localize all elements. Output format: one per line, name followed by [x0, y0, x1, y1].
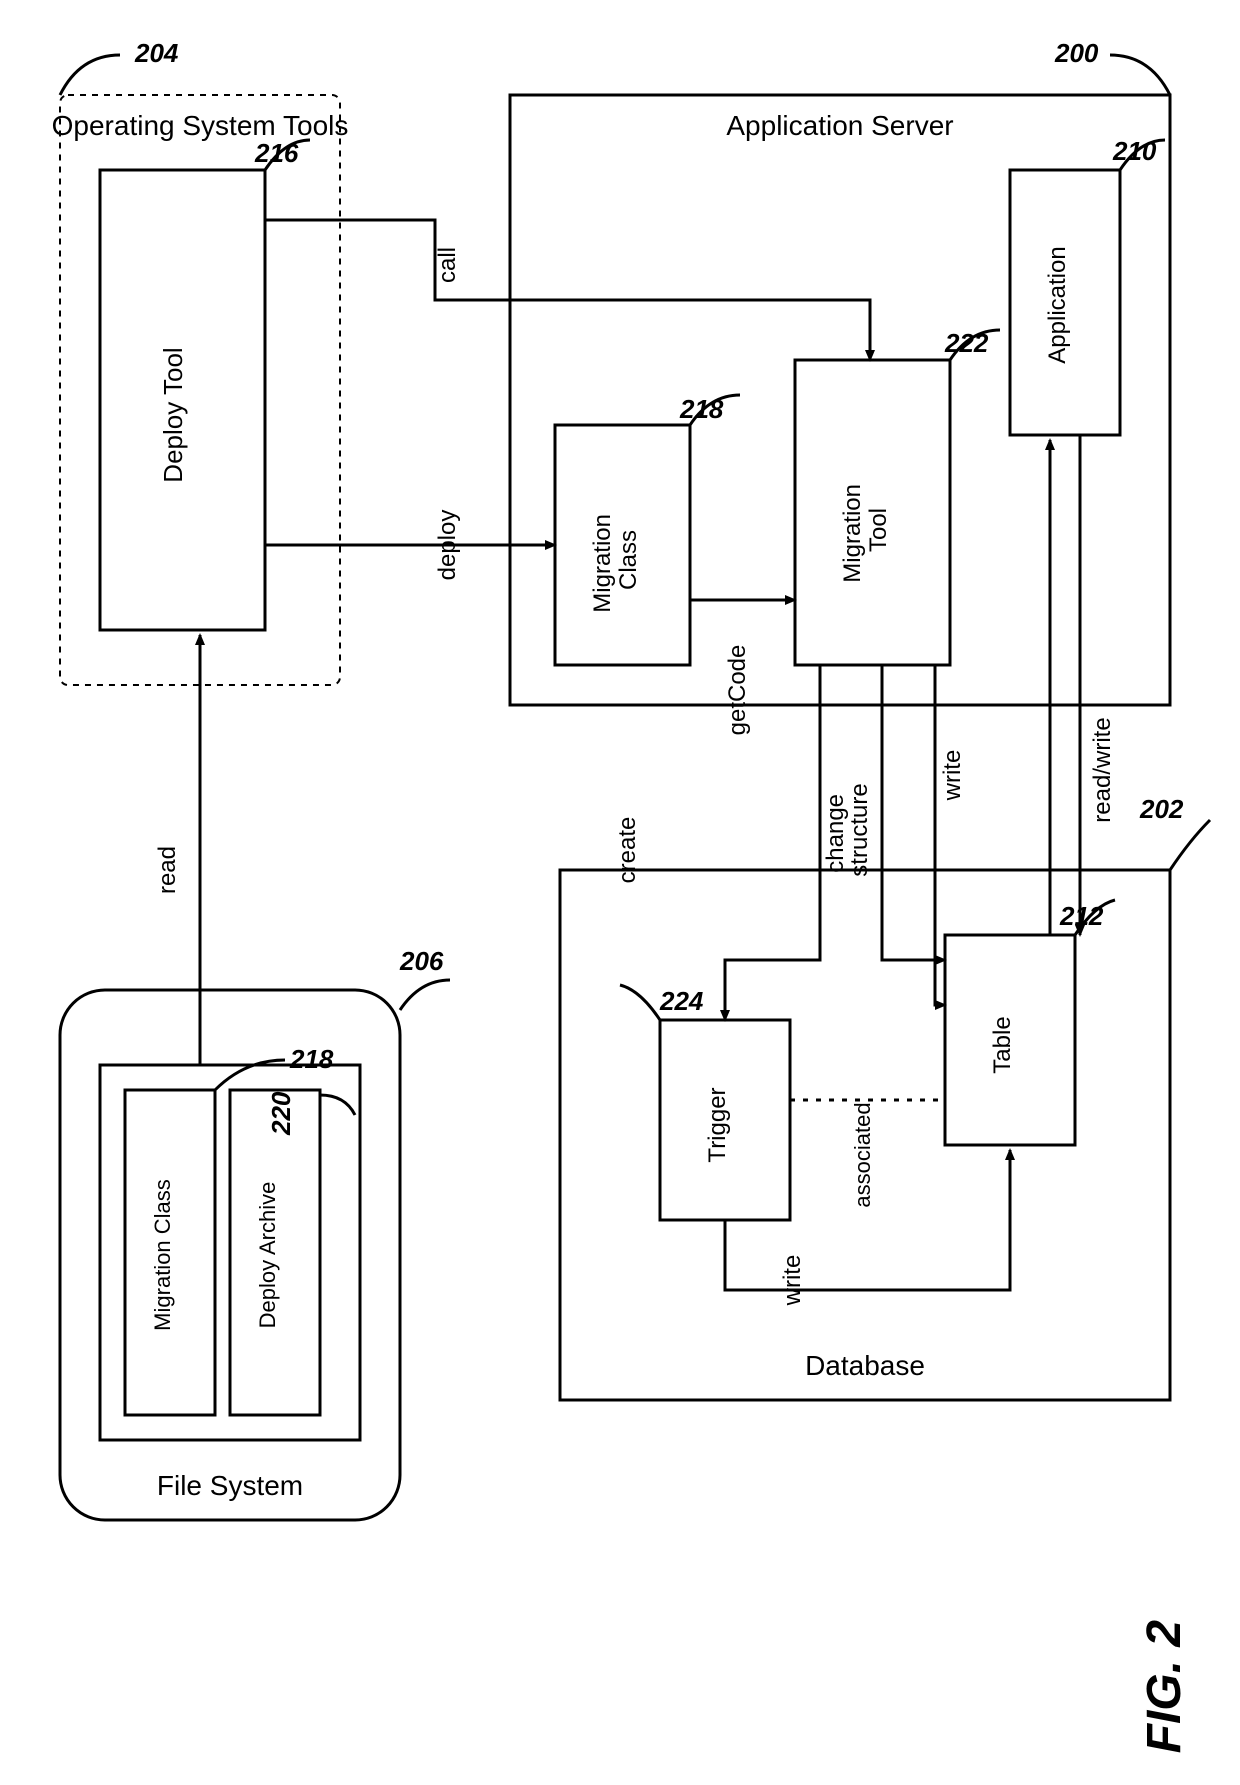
ref-200: 200 [1054, 38, 1099, 68]
ref-202: 202 [1139, 794, 1184, 824]
ref-218a: 218 [679, 394, 724, 424]
ref-216: 216 [254, 138, 299, 168]
trigger-label: Trigger [704, 1087, 731, 1162]
box-deploy-tool: Deploy Tool 216 [100, 138, 310, 630]
edge-associated-label: associated [850, 1102, 875, 1207]
ref-222: 222 [944, 328, 989, 358]
ref-218b: 218 [289, 1044, 334, 1074]
ref-220: 220 [266, 1091, 296, 1136]
file-system-label: File System [157, 1470, 303, 1501]
edge-write2-label: write [779, 1255, 806, 1307]
figure-label: FIG. 2 [1138, 1620, 1191, 1754]
ref-210: 210 [1112, 136, 1157, 166]
edge-create-label: create [614, 817, 641, 884]
ref-224: 224 [659, 986, 704, 1016]
edge-deploy-label: deploy [434, 510, 461, 581]
app-server-label: Application Server [726, 110, 953, 141]
edge-call-label: call [434, 247, 461, 283]
migration-class-fs-label: Migration Class [150, 1179, 175, 1331]
deploy-archive-label: Deploy Archive [255, 1182, 280, 1329]
os-tools-label: Operating System Tools [52, 110, 349, 141]
deploy-tool-label: Deploy Tool [158, 347, 188, 482]
edge-change-structure-label: change structure [822, 783, 873, 876]
container-database: Database 202 [560, 794, 1210, 1400]
edge-getcode-label: getCode [724, 645, 751, 736]
ref-206: 206 [399, 946, 444, 976]
ref-204: 204 [134, 38, 179, 68]
edge-readwrite-label: read/write [1089, 717, 1116, 822]
table-label: Table [989, 1016, 1016, 1073]
edge-read-label: read [154, 846, 181, 894]
edge-write1-label: write [939, 750, 966, 802]
database-label: Database [805, 1350, 925, 1381]
architecture-diagram: Operating System Tools 204 Deploy Tool 2… [0, 0, 1240, 1785]
application-label: Application [1044, 246, 1071, 363]
